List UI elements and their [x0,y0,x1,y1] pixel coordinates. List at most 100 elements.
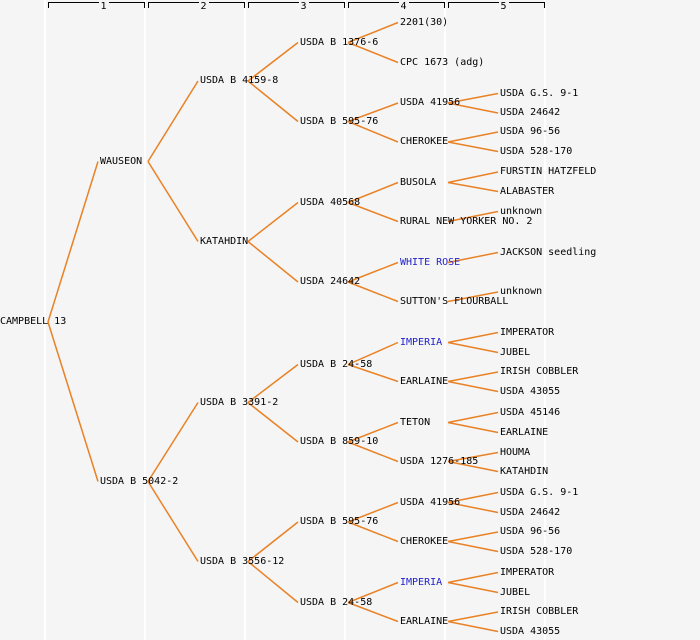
node-jubel-a[interactable]: JUBEL [500,346,531,358]
generation-ruler-section-4: 4 [347,2,445,12]
pedigree-edge [347,261,399,283]
pedigree-edge [347,363,399,383]
node-unknown-b[interactable]: unknown [500,286,543,297]
pedigree-edge [247,560,299,604]
node-cherokee-b[interactable]: CHEROKEE [400,535,449,547]
node-usda-gs-9-1-a[interactable]: USDA G.S. 9-1 [500,87,579,99]
node-earlaine-g5[interactable]: EARLAINE [500,426,549,438]
node-jackson-seedling[interactable]: JACKSON seedling [500,246,597,258]
pedigree-edge [447,251,499,264]
pedigree-edge [447,92,499,104]
pedigree-edge [247,240,299,283]
node-imperator-a[interactable]: IMPERATOR [500,326,555,338]
node-usda-24642-g3[interactable]: USDA 24642 [300,276,361,287]
column-gridline [44,0,46,640]
generation-ruler-section-2: 2 [147,2,245,12]
node-usda-b-3556-12[interactable]: USDA B 3556-12 [200,555,285,567]
node-teton[interactable]: TETON [400,416,431,428]
pedigree-edge [347,281,399,303]
node-unknown-a[interactable]: unknown [500,205,543,217]
column-gridline [544,0,546,640]
pedigree-edge [447,371,499,383]
generation-number: 4 [398,1,409,12]
node-usda-b-24-58-a[interactable]: USDA B 24-58 [300,358,373,370]
column-gridline [344,0,346,640]
column-gridline [144,0,146,640]
node-usda-24642-b5[interactable]: USDA 24642 [500,506,561,518]
node-imperator-b[interactable]: IMPERATOR [500,566,555,578]
pedigree-edge [347,581,399,604]
node-imperia-b[interactable]: IMPERIA [400,576,443,588]
pedigree-edge [347,120,399,143]
node-usda-gs-9-1-b[interactable]: USDA G.S. 9-1 [500,486,579,498]
pedigree-edge [147,481,199,562]
node-usda-b-24-58-b[interactable]: USDA B 24-58 [300,596,373,608]
pedigree-edge [347,201,399,223]
node-usda-b-5042-2[interactable]: USDA B 5042-2 [100,475,179,487]
generation-number: 3 [298,1,309,12]
node-irish-cobbler-a[interactable]: IRISH COBBLER [500,366,579,377]
node-usda-b-4159-8[interactable]: USDA B 4159-8 [200,75,279,86]
node-usda-b-595-76-a[interactable]: USDA B 595-76 [300,115,379,127]
pedigree-edge [447,491,499,504]
node-cherokee-a[interactable]: CHEROKEE [400,136,449,147]
node-earlaine-b[interactable]: EARLAINE [400,615,449,627]
node-usda-b-859-10[interactable]: USDA B 859-10 [300,436,379,447]
node-usda-528-170-b[interactable]: USDA 528-170 [500,545,573,557]
node-usda-43055-b[interactable]: USDA 43055 [500,625,561,637]
node-usda-96-56-a[interactable]: USDA 96-56 [500,126,561,137]
node-white-rose[interactable]: WHITE ROSE [400,256,461,268]
node-irish-cobbler-b[interactable]: IRISH COBBLER [500,606,579,617]
node-houma[interactable]: HOUMA [500,446,531,458]
node-furstin-hatzfeld[interactable]: FURSTIN HATZFELD [500,166,597,177]
node-campbell-13[interactable]: CAMPBELL 13 [0,316,67,327]
pedigree-edge [47,161,99,323]
node-cpc-1673-adg[interactable]: CPC 1673 (adg) [400,56,485,68]
node-usda-45146[interactable]: USDA 45146 [500,406,561,418]
pedigree-edge [447,171,499,184]
node-usda-96-56-b[interactable]: USDA 96-56 [500,526,561,537]
pedigree-edge [447,102,499,114]
pedigree-edge [447,181,499,193]
pedigree-edge [447,141,499,153]
pedigree-edge [247,41,299,82]
node-katahdin-g5[interactable]: KATAHDIN [500,465,549,477]
node-usda-24642-a5[interactable]: USDA 24642 [500,107,561,118]
node-busola[interactable]: BUSOLA [400,176,437,188]
pedigree-edge [447,331,499,344]
node-usda-b-3391-2[interactable]: USDA B 3391-2 [200,396,279,408]
node-usda-b-595-76-b[interactable]: USDA B 595-76 [300,516,379,527]
node-usda-43055-a[interactable]: USDA 43055 [500,385,561,397]
node-usda-40568[interactable]: USDA 40568 [300,196,361,208]
node-jubel-b[interactable]: JUBEL [500,586,531,598]
pedigree-edge [347,441,399,463]
node-2201-30[interactable]: 2201(30) [400,16,449,28]
node-usda-528-170-a[interactable]: USDA 528-170 [500,145,573,157]
node-usda-b-1376-6[interactable]: USDA B 1376-6 [300,36,379,48]
pedigree-edge [447,460,499,473]
node-katahdin[interactable]: KATAHDIN [200,235,249,247]
pedigree-edge [447,581,499,594]
pedigree-edge [447,341,499,354]
pedigree-edge [447,451,499,463]
generation-ruler-section-3: 3 [247,2,345,12]
pedigree-edge [447,501,499,514]
node-wauseon[interactable]: WAUSEON [100,155,143,167]
pedigree-edge [247,521,299,563]
node-usda-1276-185[interactable]: USDA 1276-185 [400,455,479,467]
pedigree-edge [447,291,499,303]
node-earlaine-a[interactable]: EARLAINE [400,375,449,387]
node-rural-new-yorker-no-2[interactable]: RURAL NEW YORKER NO. 2 [400,215,533,227]
pedigree-edge [347,421,399,443]
node-usda-41956-b[interactable]: USDA 41956 [400,496,461,508]
node-alabaster[interactable]: ALABASTER [500,185,555,197]
pedigree-edge [347,601,399,623]
pedigree-edge [147,402,199,482]
node-imperia-a[interactable]: IMPERIA [400,336,443,348]
node-usda-41956-a[interactable]: USDA 41956 [400,97,461,108]
node-suttons-flourball[interactable]: SUTTON'S FLOURBALL [400,295,509,307]
pedigree-edge [447,411,499,424]
pedigree-edge [447,620,499,633]
